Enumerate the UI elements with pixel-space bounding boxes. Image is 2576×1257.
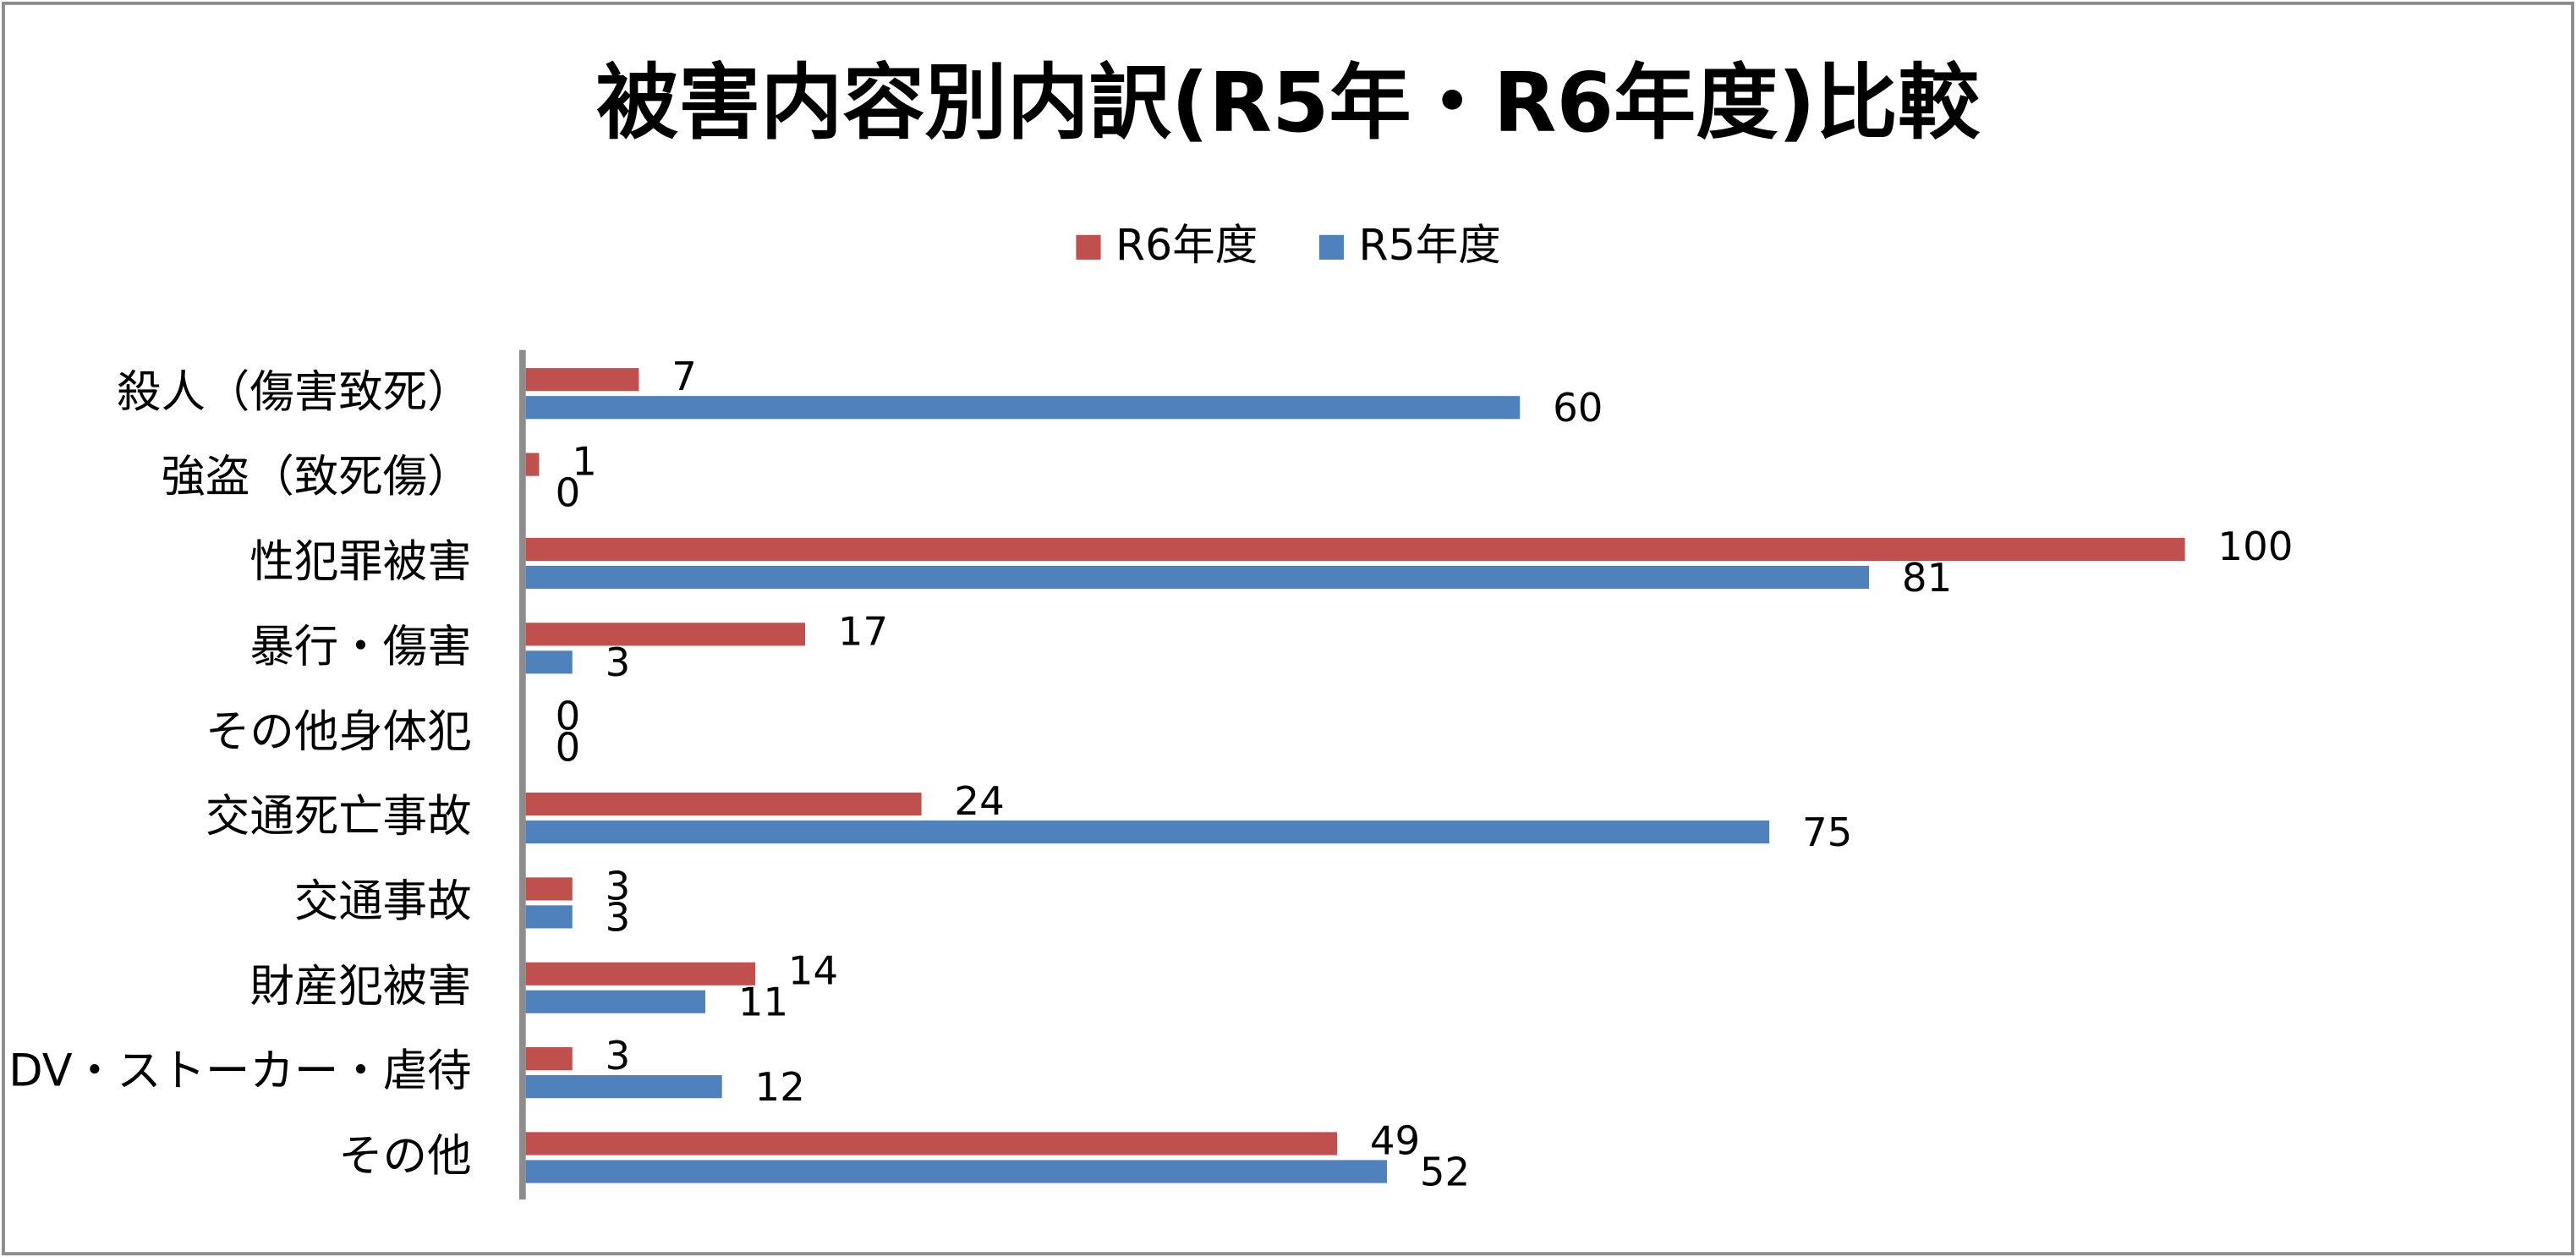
category-label: 交通死亡事故 (206, 791, 472, 843)
value-label: 0 (556, 725, 581, 771)
category-label: その他 (338, 1130, 471, 1182)
value-label: 49 (1370, 1117, 1420, 1163)
category-label: その他身体犯 (206, 705, 472, 757)
value-label: 0 (556, 469, 581, 515)
category-label: 強盗（致死傷） (162, 451, 472, 502)
bar (525, 396, 1521, 420)
bar (525, 1075, 722, 1099)
category-label: 殺人（傷害致死） (117, 366, 472, 418)
bar (525, 905, 573, 929)
bar (525, 453, 540, 476)
value-label: 0 (556, 694, 581, 739)
legend-swatch (1076, 234, 1101, 260)
value-label: 17 (838, 608, 888, 654)
bar (525, 990, 706, 1013)
value-label: 3 (606, 639, 631, 685)
value-label: 1 (572, 439, 597, 485)
chart-title: 被害内容別内訳(R5年・R6年度)比較 (596, 55, 1981, 151)
legend-label: R5年度 (1359, 220, 1501, 270)
value-label: 12 (755, 1064, 805, 1110)
category-label: 交通事故 (294, 876, 472, 927)
bar (525, 1160, 1388, 1183)
value-label: 52 (1420, 1149, 1470, 1194)
bar (525, 623, 805, 646)
bar (525, 820, 1770, 844)
value-label: 7 (671, 354, 697, 399)
category-label: 暴行・傷害 (249, 621, 471, 672)
value-label: 3 (606, 894, 631, 940)
bar (525, 368, 639, 392)
category-label: 性犯罪被害 (249, 536, 471, 588)
bar (525, 792, 922, 816)
bar (525, 1047, 573, 1071)
legend-swatch (1318, 234, 1345, 260)
value-label: 75 (1802, 810, 1852, 855)
value-label: 11 (738, 980, 788, 1025)
value-label: 60 (1553, 385, 1603, 431)
value-label: 3 (606, 863, 631, 908)
value-label: 3 (606, 1033, 631, 1079)
bar (525, 650, 573, 674)
bar (525, 877, 573, 901)
value-label: 14 (788, 948, 838, 994)
value-label: 24 (954, 778, 1004, 824)
bar (525, 537, 2185, 562)
bar (525, 1132, 1338, 1155)
category-label: 財産犯被害 (249, 960, 471, 1012)
category-label: DV・ストーカー・虐待 (8, 1046, 471, 1097)
bar (525, 565, 1870, 590)
bar (525, 962, 756, 985)
value-label: 81 (1902, 555, 1952, 601)
value-label: 100 (2217, 524, 2293, 569)
legend-label: R6年度 (1115, 220, 1258, 270)
